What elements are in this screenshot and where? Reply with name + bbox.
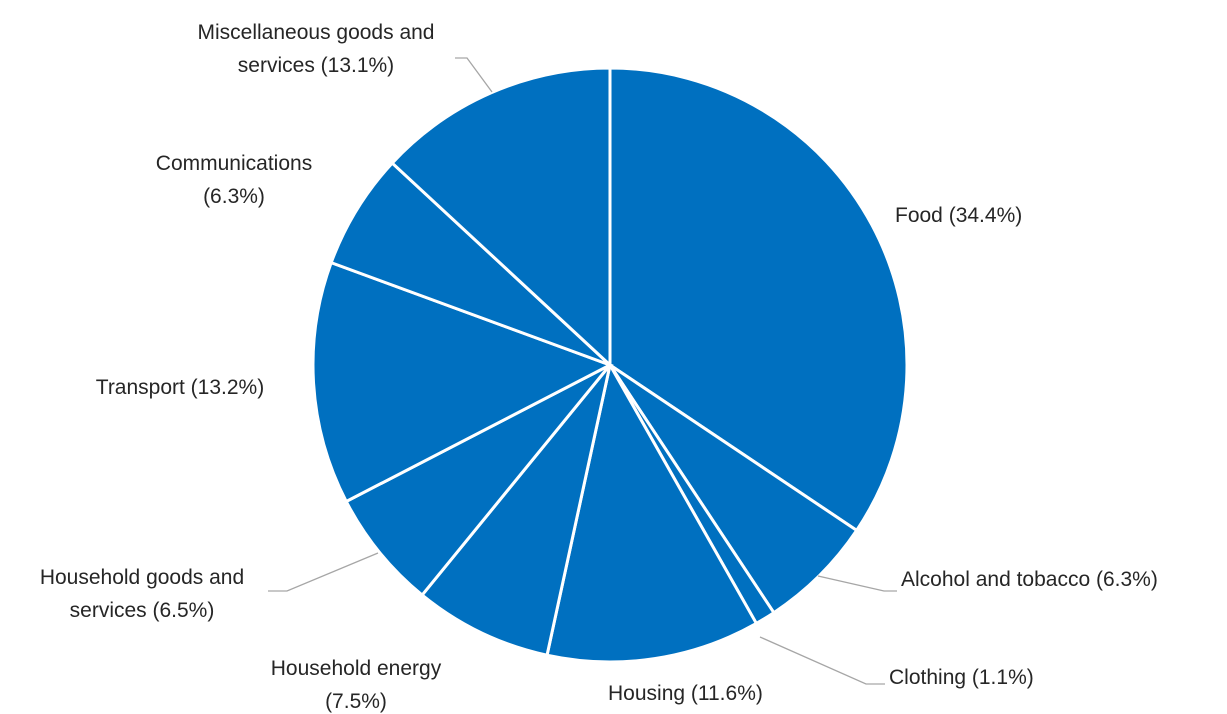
slice-label-line: (6.3%) <box>203 185 265 208</box>
leader-line-clothing <box>759 636 885 685</box>
pie-slices <box>311 66 909 664</box>
slice-label-line: Clothing (1.1%) <box>889 666 1034 689</box>
slice-label-miscellaneous-goods-and-services: Miscellaneous goods and services (13.1%) <box>198 21 435 77</box>
pie-slice-household-energy <box>420 364 612 658</box>
slice-label-line: Alcohol and tobacco (6.3%) <box>901 568 1158 591</box>
leader-line-miscellaneous-goods-and-services <box>455 57 493 93</box>
leader-line-household-goods-and-services <box>268 552 379 592</box>
slice-label-line: Household goods and <box>40 566 244 589</box>
leader-line-alcohol-and-tobacco <box>817 575 897 592</box>
leader-lines <box>268 57 897 685</box>
pie-slice-housing <box>545 360 759 664</box>
slice-label-food: Food (34.4%) <box>895 204 1022 227</box>
slice-label-line: services (13.1%) <box>238 54 394 77</box>
slice-label-line: Miscellaneous goods and <box>198 21 435 44</box>
pie-slice-household-goods-and-services <box>344 363 612 598</box>
pie-slice-transport <box>311 260 614 504</box>
slice-labels: Food (34.4%) Alcohol and tobacco (6.3%) Cl… <box>40 21 1158 713</box>
slice-label-housing: Housing (11.6%) <box>608 682 763 705</box>
slice-label-line: Household energy <box>271 657 442 680</box>
pie-slice-communications <box>329 160 612 367</box>
slice-label-transport: Transport (13.2%) <box>96 376 264 399</box>
slice-label-line: Communications <box>156 152 312 175</box>
pie-slice-food <box>608 66 909 533</box>
slice-label-clothing: Clothing (1.1%) <box>889 666 1034 689</box>
slice-label-line: (7.5%) <box>325 690 387 713</box>
slice-label-line: services (6.5%) <box>70 599 215 622</box>
slice-label-household-energy: Household energy (7.5%) <box>271 657 442 713</box>
slice-label-communications: Communications (6.3%) <box>156 152 312 208</box>
pie-slice-miscellaneous-goods-and-services <box>390 66 612 369</box>
slice-label-line: Food (34.4%) <box>895 204 1022 227</box>
slice-label-alcohol-and-tobacco: Alcohol and tobacco (6.3%) <box>901 568 1158 591</box>
slice-label-household-goods-and-services: Household goods and services (6.5%) <box>40 566 244 622</box>
slice-label-line: Transport (13.2%) <box>96 376 264 399</box>
slice-label-line: Housing (11.6%) <box>608 682 763 705</box>
pie-slice-alcohol-and-tobacco <box>608 363 859 615</box>
